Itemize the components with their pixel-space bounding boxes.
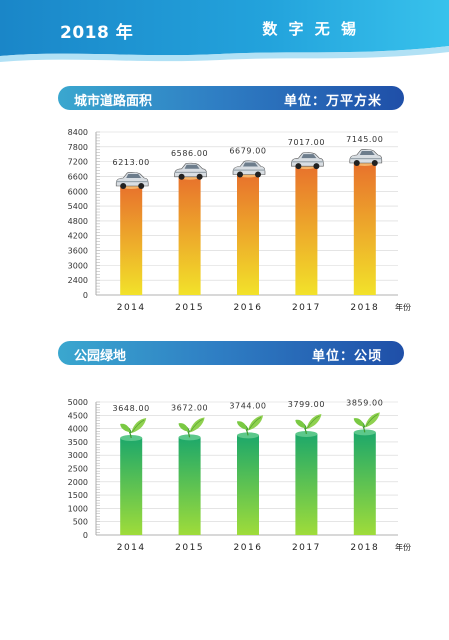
section-title: 城市道路面积 [74, 94, 153, 109]
bar-value-label: 3672.00 [171, 403, 208, 412]
y-tick-label: 5000 [68, 398, 88, 407]
bar-value-label: 7145.00 [346, 135, 383, 144]
bar-value-label: 3799.00 [288, 400, 325, 409]
x-tick-label: 2014 [117, 303, 146, 313]
y-tick-label: 1000 [68, 504, 88, 513]
section-banner-road-area: 城市道路面积 单位：万平方米 [58, 86, 404, 110]
section-unit: 单位：万平方米 [283, 94, 382, 109]
header-background [0, 0, 449, 62]
bar-value-label: 3648.00 [113, 404, 150, 413]
bar [237, 174, 259, 295]
bar [178, 437, 201, 535]
bar-value-label: 6679.00 [229, 147, 266, 156]
bar [237, 435, 259, 535]
bar [120, 437, 143, 535]
leaf-icon [237, 415, 263, 436]
y-tick-label: 4000 [68, 425, 88, 434]
park-green-chart-svg: 0 500 1000 1500 2000 2500 3000 3500 4000 4500 5000… [68, 398, 411, 553]
y-tick-label: 3000 [68, 261, 88, 270]
leaf-icon [295, 413, 322, 435]
bar [178, 176, 201, 295]
car-icon [291, 152, 324, 170]
bar [120, 186, 143, 295]
y-tick-label: 7200 [68, 158, 88, 167]
bar-value-label: 3859.00 [346, 398, 383, 407]
bar-value-label: 7017.00 [288, 138, 325, 147]
section-title: 公园绿地 [74, 349, 127, 364]
y-tick-label: 4800 [68, 217, 88, 226]
bar [295, 166, 318, 295]
road-area-chart: 0 2400 3000 3600 4200 4800 5400 6000 6600 7200 780… [0, 122, 449, 322]
y-tick-label: 8400 [68, 128, 88, 137]
road-area-chart-svg: 0 2400 3000 3600 4200 4800 5400 6000 6600 7200 780… [68, 128, 411, 313]
y-tick-label: 0 [83, 531, 88, 540]
park-green-chart: 0 500 1000 1500 2000 2500 3000 3500 4000 4500 5000… [0, 392, 449, 558]
y-tick-label: 500 [73, 518, 88, 527]
car-icon [174, 162, 207, 180]
y-tick-label: 2400 [68, 276, 88, 285]
bar [353, 432, 376, 535]
leaf-icon [178, 417, 205, 438]
bar-value-label: 3744.00 [229, 401, 266, 410]
header-year: 2018 年 [60, 23, 134, 43]
y-tick-label: 3500 [68, 438, 88, 447]
car-icon [349, 149, 383, 166]
leaf-icon [353, 412, 380, 433]
y-tick-label: 5400 [68, 202, 88, 211]
y-tick-label: 1500 [68, 491, 88, 500]
car-icon [232, 160, 266, 178]
x-tick-label: 2018 [350, 543, 379, 553]
bar [295, 433, 318, 535]
bar-value-label: 6213.00 [113, 158, 150, 167]
bar-value-label: 6586.00 [171, 149, 208, 158]
y-tick-label: 4500 [68, 411, 88, 420]
leaf-icon [120, 417, 147, 439]
x-tick-label: 2017 [292, 303, 321, 313]
bar [353, 162, 376, 295]
section-banner-park-green: 公园绿地 单位：公顷 [58, 341, 404, 365]
car-icon [115, 172, 149, 190]
y-tick-label: 6600 [68, 172, 88, 181]
x-axis-label: 年份 [395, 302, 411, 312]
x-tick-label: 2015 [175, 303, 204, 313]
bar-top-cap [237, 432, 259, 439]
x-tick-label: 2015 [175, 543, 204, 553]
section-unit: 单位：公顷 [311, 349, 382, 364]
page-header: 2018 年 数 字 无 锡 [0, 0, 449, 62]
y-tick-label: 2500 [68, 465, 88, 474]
y-tick-label: 2000 [68, 478, 88, 487]
x-axis-label: 年份 [395, 542, 411, 552]
x-tick-label: 2018 [350, 303, 379, 313]
x-tick-label: 2017 [292, 543, 321, 553]
x-tick-label: 2016 [234, 543, 263, 553]
header-city-title: 数 字 无 锡 [262, 20, 359, 38]
y-tick-label: 6000 [68, 187, 88, 196]
x-tick-label: 2014 [117, 543, 146, 553]
y-tick-label: 7800 [68, 143, 88, 152]
y-tick-label: 4200 [68, 232, 88, 241]
y-tick-label: 3600 [68, 247, 88, 256]
y-tick-label: 3000 [68, 451, 88, 460]
y-tick-label: 0 [83, 291, 88, 300]
x-tick-label: 2016 [234, 303, 263, 313]
